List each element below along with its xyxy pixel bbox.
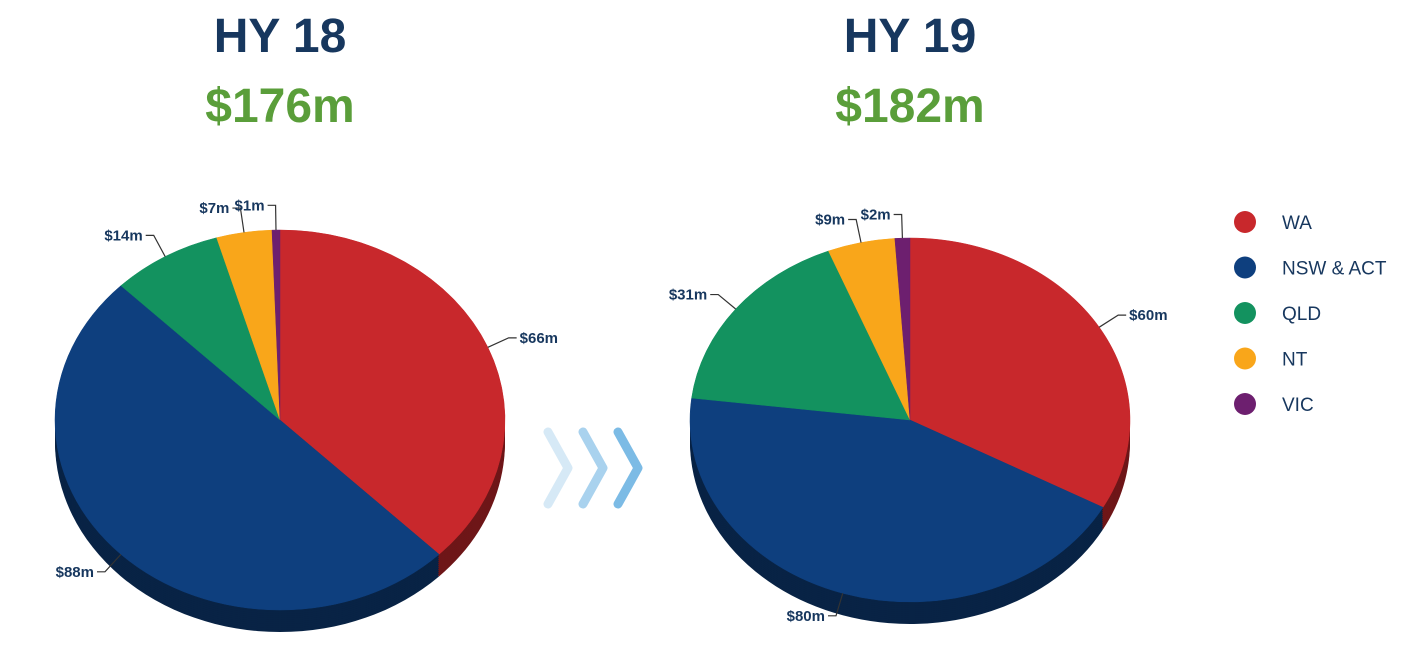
chevrons: [543, 427, 643, 509]
value-labels: $66m $88m $14m $7m $1m: [56, 197, 558, 580]
value-label: $80m: [787, 608, 825, 625]
leader-line: [828, 593, 844, 617]
chart-title: HY 19: [844, 10, 977, 63]
slice: [279, 229, 506, 555]
chart-subtitle: $176m: [205, 80, 354, 133]
pie-top: [689, 237, 1131, 603]
value-label: $66m: [520, 330, 558, 347]
leader-line: [1098, 314, 1127, 328]
legend-label: QLD: [1282, 304, 1321, 325]
legend-marker: [1234, 211, 1256, 233]
leader-line: [96, 553, 122, 573]
leader-line: [487, 337, 517, 348]
value-label: $31m: [669, 287, 707, 304]
pie-top: [55, 229, 506, 611]
leader-line: [145, 234, 166, 257]
value-label: $1m: [235, 197, 265, 214]
legend-marker: [1234, 302, 1256, 324]
legend-label: NSW & ACT: [1282, 259, 1387, 280]
leader-line: [232, 207, 245, 233]
value-labels: $60m $80m $31m $9m $2m: [669, 206, 1168, 624]
legend-marker: [1234, 256, 1256, 279]
leader-line: [710, 293, 737, 310]
value-label: $9m: [815, 211, 845, 228]
value-label: $14m: [104, 227, 142, 244]
legend-marker: [1234, 393, 1256, 415]
slice: [894, 237, 911, 421]
legend-label: VIC: [1282, 395, 1314, 416]
legend-label: NT: [1282, 350, 1308, 371]
value-label: $2m: [861, 206, 891, 223]
legend-label: WA: [1282, 213, 1312, 234]
slice: [909, 237, 1131, 508]
value-label: $7m: [199, 200, 229, 217]
chart-title: HY 18: [214, 10, 347, 63]
slice: [120, 237, 281, 421]
leader-line: [893, 213, 904, 239]
chart-subtitle: $182m: [835, 80, 984, 133]
leader-line: [848, 218, 862, 243]
legend-marker: [1234, 347, 1256, 370]
leader-line: [267, 204, 277, 231]
slice: [55, 285, 440, 611]
value-label: $60m: [1129, 307, 1167, 324]
value-label: $88m: [56, 564, 94, 581]
